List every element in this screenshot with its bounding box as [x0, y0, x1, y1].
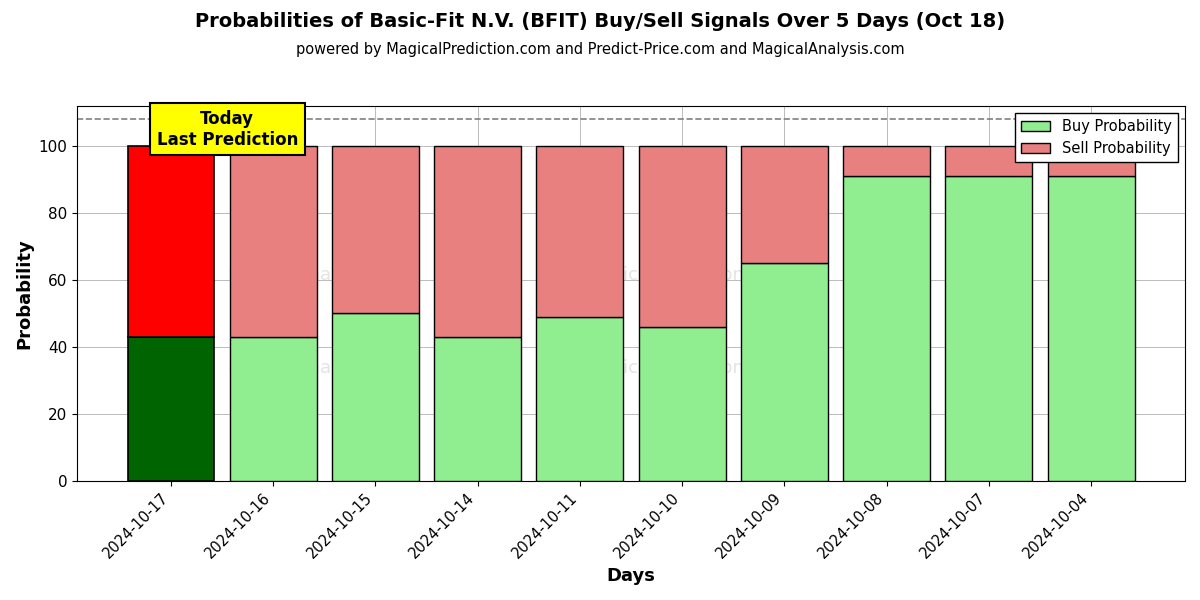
Text: MagicalPrediction.com: MagicalPrediction.com [584, 266, 788, 284]
Bar [229, 337, 317, 481]
Bar [740, 146, 828, 263]
Bar [332, 313, 419, 481]
Bar [638, 146, 726, 327]
Bar [127, 337, 215, 481]
Bar [434, 146, 521, 337]
Bar [946, 146, 1032, 176]
Bar [127, 146, 215, 337]
Bar [536, 317, 624, 481]
Text: Probabilities of Basic-Fit N.V. (BFIT) Buy/Sell Signals Over 5 Days (Oct 18): Probabilities of Basic-Fit N.V. (BFIT) B… [194, 12, 1006, 31]
Bar [844, 176, 930, 481]
Text: powered by MagicalPrediction.com and Predict-Price.com and MagicalAnalysis.com: powered by MagicalPrediction.com and Pre… [295, 42, 905, 57]
Legend: Buy Probability, Sell Probability: Buy Probability, Sell Probability [1015, 113, 1177, 162]
Text: Today
Last Prediction: Today Last Prediction [156, 110, 298, 149]
Text: MagicalAnalysis.com: MagicalAnalysis.com [227, 266, 415, 284]
Bar [1048, 176, 1135, 481]
Bar [434, 337, 521, 481]
Bar [844, 146, 930, 176]
Bar [332, 146, 419, 313]
Bar [229, 146, 317, 337]
Bar [1048, 146, 1135, 176]
Text: MagicalAnalysis.com: MagicalAnalysis.com [227, 359, 415, 377]
Text: MagicalPrediction.com: MagicalPrediction.com [584, 359, 788, 377]
X-axis label: Days: Days [607, 567, 655, 585]
Bar [946, 176, 1032, 481]
Bar [536, 146, 624, 317]
Bar [740, 263, 828, 481]
Y-axis label: Probability: Probability [14, 238, 32, 349]
Bar [638, 327, 726, 481]
